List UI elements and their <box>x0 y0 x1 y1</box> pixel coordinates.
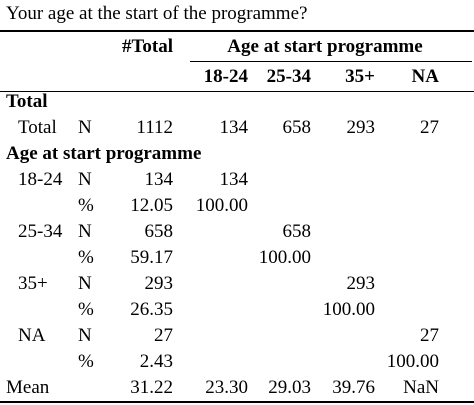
section-title-age: Age at start programme <box>6 143 202 164</box>
cell-25-34: 658 <box>282 221 312 242</box>
header-col-na: NA <box>411 66 439 87</box>
top-rule <box>0 30 474 32</box>
group-underline <box>190 61 472 62</box>
header-col-18-24: 18-24 <box>203 66 248 87</box>
row-stat: % <box>78 195 94 216</box>
row-stat: N <box>78 325 92 346</box>
row-stat: % <box>78 247 94 268</box>
cell-18-24: 23.30 <box>205 377 248 398</box>
row-stat: N <box>78 221 92 242</box>
group-label-35plus: 35+ <box>18 273 48 294</box>
cell-na: NaN <box>403 377 439 398</box>
header-group-label: Age at start programme <box>227 36 423 57</box>
cell-total: 12.05 <box>130 195 173 216</box>
bottom-rule <box>0 401 474 403</box>
cell-na: 27 <box>420 325 439 346</box>
cell-18-24: 100.00 <box>195 195 248 216</box>
table-caption: Your age at the start of the programme? <box>6 3 308 24</box>
group-label-25-34: 25-34 <box>18 221 63 242</box>
cell-25-34: 658 <box>282 117 312 138</box>
row-stat: % <box>78 299 94 320</box>
cell-total: 26.35 <box>130 299 173 320</box>
cell-total: 59.17 <box>130 247 173 268</box>
cell-35plus: 293 <box>346 273 376 294</box>
cell-total: 134 <box>144 169 174 190</box>
cell-35plus: 293 <box>346 117 376 138</box>
cell-35plus: 39.76 <box>332 377 375 398</box>
header-col-35plus: 35+ <box>345 66 375 87</box>
cell-na: 100.00 <box>386 351 439 372</box>
row-label-mean: Mean <box>6 377 50 398</box>
cell-25-34: 29.03 <box>268 377 311 398</box>
row-stat: % <box>78 351 94 372</box>
group-label-18-24: 18-24 <box>18 169 63 190</box>
header-total: #Total <box>121 36 173 57</box>
cell-total: 293 <box>144 273 174 294</box>
header-rule <box>0 91 474 92</box>
cell-na: 27 <box>420 117 439 138</box>
cell-total: 31.22 <box>130 377 173 398</box>
row-label-total: Total <box>18 117 57 138</box>
group-label-na: NA <box>18 325 46 346</box>
row-stat: N <box>78 169 92 190</box>
cell-total: 1112 <box>136 117 173 138</box>
cell-total: 27 <box>154 325 173 346</box>
cell-18-24: 134 <box>219 117 249 138</box>
cell-25-34: 100.00 <box>258 247 311 268</box>
section-title-total: Total <box>6 91 48 112</box>
header-col-25-34: 25-34 <box>266 66 311 87</box>
cell-total: 2.43 <box>139 351 173 372</box>
row-stat: N <box>78 117 92 138</box>
cell-35plus: 100.00 <box>322 299 375 320</box>
cell-18-24: 134 <box>219 169 249 190</box>
cell-total: 658 <box>144 221 174 242</box>
row-stat: N <box>78 273 92 294</box>
